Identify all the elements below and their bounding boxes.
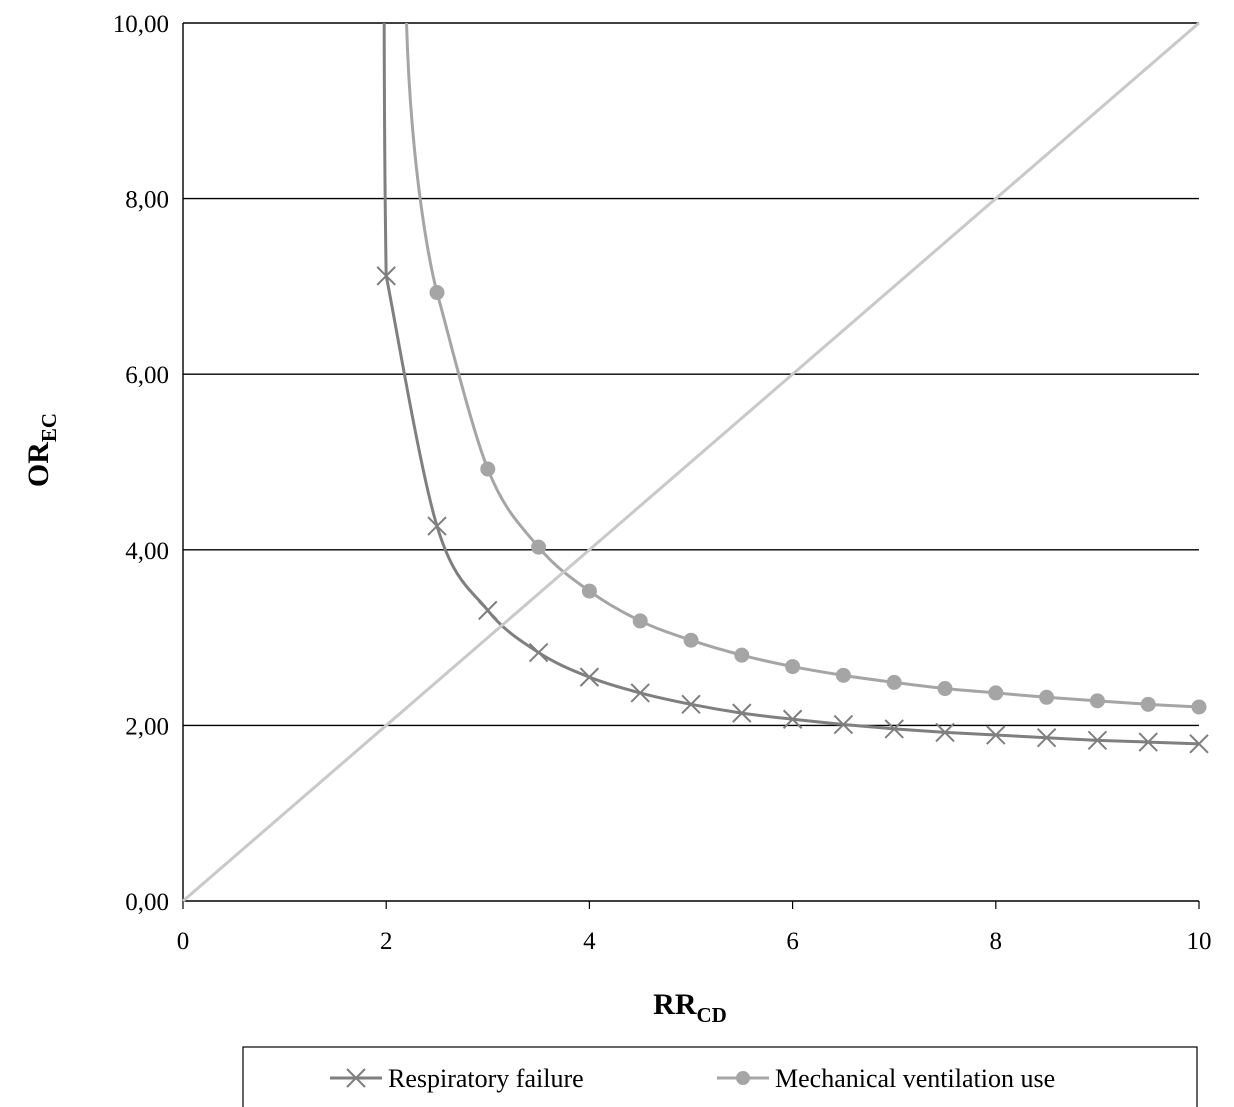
data-point xyxy=(531,539,547,555)
data-point xyxy=(886,674,902,690)
data-point xyxy=(681,694,701,715)
data-point xyxy=(785,659,801,675)
data-point-stroke xyxy=(1036,727,1057,748)
y-tick-label: 0,00 xyxy=(125,889,169,916)
data-point-stroke xyxy=(376,266,396,286)
data-point xyxy=(835,667,851,683)
legend-swatch-marker xyxy=(736,1071,750,1085)
data-point-stroke xyxy=(630,683,650,703)
data-point xyxy=(1087,730,1108,751)
data-point-stroke xyxy=(732,703,752,723)
x-tick-labels: 0 2 4 6 8 10 xyxy=(177,928,1212,955)
data-point xyxy=(528,642,549,663)
data-point xyxy=(884,719,904,739)
x-tick-label: 4 xyxy=(583,928,596,955)
data-point xyxy=(1089,693,1105,709)
data-point xyxy=(732,703,752,723)
data-point-stroke xyxy=(1087,730,1108,751)
data-point xyxy=(988,685,1004,701)
y-axis-title: OREC xyxy=(22,413,61,487)
data-point xyxy=(579,667,600,687)
data-point xyxy=(427,516,447,536)
y-tick-label: 4,00 xyxy=(125,538,169,565)
data-point-stroke xyxy=(1189,734,1209,754)
x-tick-label: 8 xyxy=(990,928,1003,955)
data-point-stroke xyxy=(579,667,600,687)
y-tick-label: 2,00 xyxy=(125,713,169,740)
y-tick-label: 8,00 xyxy=(125,187,169,214)
data-point xyxy=(1039,689,1055,705)
gridlines xyxy=(183,22,1199,727)
x-axis-title: RRCD xyxy=(653,988,727,1027)
data-point xyxy=(1036,727,1057,748)
data-point xyxy=(1140,696,1156,712)
data-point xyxy=(581,583,597,599)
legend-item: Mechanical ventilation use xyxy=(717,1064,1055,1093)
data-point xyxy=(782,709,803,729)
x-tick-label: 0 xyxy=(177,928,190,955)
series-line-mechanical-ventilation xyxy=(435,292,1200,709)
series-line-reference xyxy=(182,21,1200,903)
x-tick-label: 10 xyxy=(1187,928,1212,955)
series-line-asymptote xyxy=(382,22,388,276)
data-point-stroke xyxy=(782,709,803,729)
legend-label: Respiratory failure xyxy=(388,1064,584,1093)
data-point-stroke xyxy=(935,722,955,743)
legend-swatch-marker xyxy=(346,1068,366,1088)
data-point xyxy=(935,722,955,743)
legend-label: Mechanical ventilation use xyxy=(775,1064,1055,1093)
data-point xyxy=(937,681,953,697)
data-point xyxy=(833,714,854,735)
data-point xyxy=(1191,699,1207,715)
data-point xyxy=(734,647,750,663)
data-point-stroke xyxy=(884,719,904,739)
x-tick-label: 6 xyxy=(786,928,799,955)
data-point xyxy=(429,285,445,301)
x-tick-label: 2 xyxy=(380,928,393,955)
legend-item: Respiratory failure xyxy=(330,1064,584,1093)
series-line-asymptote xyxy=(405,22,439,293)
axes xyxy=(182,23,1200,909)
data-point xyxy=(986,725,1006,745)
y-tick-label: 10,00 xyxy=(113,11,169,38)
data-point xyxy=(683,632,699,648)
data-point-stroke xyxy=(427,516,447,536)
data-point xyxy=(376,266,396,286)
data-point-stroke xyxy=(478,600,498,621)
data-point xyxy=(478,600,498,621)
data-point xyxy=(630,683,650,703)
data-point-stroke xyxy=(1138,732,1158,752)
y-tick-labels: 0,00 2,00 4,00 6,00 8,00 10,00 xyxy=(113,11,169,916)
legend: Respiratory failure Mechanical ventilatio… xyxy=(242,1046,1198,1107)
y-tick-label: 6,00 xyxy=(125,362,169,389)
data-point-stroke xyxy=(681,694,701,715)
data-point-stroke xyxy=(833,714,854,735)
data-point xyxy=(1138,732,1158,752)
data-point-stroke xyxy=(528,642,549,663)
series-group xyxy=(182,21,1209,903)
data-point xyxy=(1189,734,1209,754)
data-point xyxy=(632,613,648,629)
data-point xyxy=(480,461,496,477)
data-point-stroke xyxy=(986,725,1006,745)
